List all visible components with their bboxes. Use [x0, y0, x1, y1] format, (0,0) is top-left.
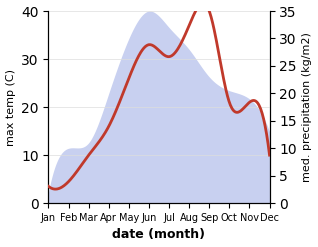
Y-axis label: med. precipitation (kg/m2): med. precipitation (kg/m2)	[302, 32, 313, 182]
X-axis label: date (month): date (month)	[113, 228, 205, 242]
Y-axis label: max temp (C): max temp (C)	[5, 69, 16, 146]
